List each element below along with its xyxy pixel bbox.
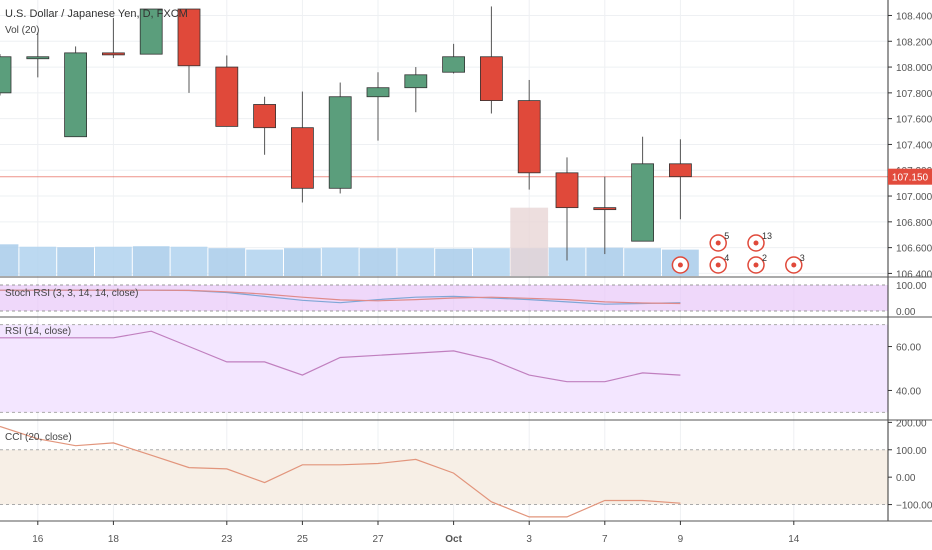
event-badge-count: 2 [762, 253, 767, 263]
volume-bar [359, 248, 397, 276]
volume-bar [57, 247, 94, 276]
event-badge-dot [715, 262, 721, 268]
candle-body [64, 52, 87, 138]
candle-body [479, 56, 503, 101]
candle-body [631, 163, 654, 242]
candle-body [0, 56, 12, 94]
volume-bar [473, 248, 510, 276]
event-badges[interactable]: 5 13 4 2 3 [671, 231, 805, 274]
cci-band [0, 449, 888, 505]
event-badge-dot [753, 262, 759, 268]
volume-bars [0, 207, 699, 276]
time-tick-label: 7 [602, 534, 608, 545]
time-axis: 16 18 23 25 27 Oct 3 7 9 14 [32, 521, 800, 545]
time-tick-label: 23 [221, 534, 233, 545]
price-tick-label: 108.000 [896, 63, 932, 74]
event-badge-count: 4 [724, 253, 729, 263]
rsi-tick-label: 60.00 [896, 343, 921, 354]
event-badge-count: 5 [724, 231, 729, 241]
time-tick-label: 18 [108, 534, 120, 545]
stoch-d-line [0, 289, 681, 305]
candle-body [366, 87, 390, 98]
stoch-rsi-label: Stoch RSI (3, 3, 14, 14, close) [5, 288, 138, 299]
time-tick-label: 14 [788, 534, 800, 545]
event-badge[interactable]: 2 [747, 253, 767, 274]
volume-bar [246, 249, 283, 276]
stoch-tick-label: 0.00 [896, 307, 916, 318]
event-badge-dot [753, 240, 759, 246]
volume-bar [321, 247, 359, 276]
cci-label: CCI (20, close) [5, 432, 72, 443]
event-badge[interactable]: 4 [709, 253, 729, 274]
time-tick-label: 9 [678, 534, 684, 545]
candle-body [177, 8, 201, 67]
candlestick-series [0, 6, 692, 261]
event-badge-dot [677, 262, 683, 268]
cci-line [0, 425, 681, 518]
time-tick-label: Oct [445, 534, 462, 545]
time-tick-label: 16 [32, 534, 44, 545]
candle-body [215, 66, 239, 127]
price-tick-label: 106.600 [896, 244, 932, 255]
volume-bar [435, 248, 472, 276]
cci-tick-label: 200.00 [896, 418, 927, 429]
volume-bar [208, 248, 246, 276]
price-tick-label: 107.600 [896, 115, 932, 126]
rsi-line [0, 330, 681, 383]
current-price-text: 107.150 [892, 173, 929, 184]
candle-body [669, 163, 692, 178]
stoch-tick-label: 100.00 [896, 281, 927, 292]
time-tick-label: 27 [372, 534, 384, 545]
time-tick-label: 3 [526, 534, 532, 545]
current-price-tag: 107.150 [888, 168, 932, 185]
price-tick-label: 106.800 [896, 218, 932, 229]
event-badge-count: 3 [800, 253, 805, 263]
price-tick-label: 107.000 [896, 192, 932, 203]
price-tick-label: 107.400 [896, 140, 932, 151]
rsi-tick-label: 40.00 [896, 386, 921, 397]
event-badge-dot [791, 262, 797, 268]
cci-tick-label: −100.00 [896, 501, 932, 512]
cci-tick-label: 100.00 [896, 446, 927, 457]
price-tick-label: 108.400 [896, 11, 932, 22]
volume-bar [0, 244, 19, 276]
candle-body [555, 172, 579, 209]
candle-body [404, 74, 428, 89]
volume-bar [95, 246, 132, 276]
event-badge[interactable]: 5 [709, 231, 729, 252]
event-badge[interactable] [671, 256, 690, 274]
candle-body [139, 8, 163, 55]
volume-bar [19, 246, 57, 276]
candle-body [593, 207, 617, 211]
candle-body [290, 127, 314, 189]
volume-bar [170, 246, 208, 276]
time-tick-label: 25 [297, 534, 309, 545]
candle-body [517, 100, 541, 174]
candle-body [328, 96, 352, 189]
rsi-band [0, 324, 888, 413]
volume-bar [624, 248, 661, 276]
event-badge[interactable]: 13 [747, 231, 772, 252]
volume-bar [397, 248, 435, 276]
candle-body [26, 56, 50, 60]
volume-label: Vol (20) [5, 25, 39, 36]
candle-body [102, 52, 125, 56]
volume-bar [132, 246, 170, 276]
volume-bar-highlight [510, 207, 549, 276]
cci-tick-label: 0.00 [896, 473, 916, 484]
event-badge[interactable]: 3 [785, 253, 805, 274]
candle-body [442, 56, 466, 73]
volume-bar [284, 248, 321, 276]
rsi-label: RSI (14, close) [5, 326, 71, 337]
indicator-panes: 100.00 0.00 60.00 40.00 200.00 100.00 0.00 −100… [0, 281, 932, 518]
event-badge-dot [715, 240, 721, 246]
price-tick-label: 106.400 [896, 269, 932, 280]
price-tick-label: 108.200 [896, 37, 932, 48]
price-tick-label: 107.800 [896, 89, 932, 100]
event-badge-count: 13 [762, 231, 772, 241]
candle-body [253, 104, 277, 129]
symbol-title: U.S. Dollar / Japanese Yen, D, FXCM [5, 8, 188, 20]
main-pane[interactable] [0, 6, 699, 276]
